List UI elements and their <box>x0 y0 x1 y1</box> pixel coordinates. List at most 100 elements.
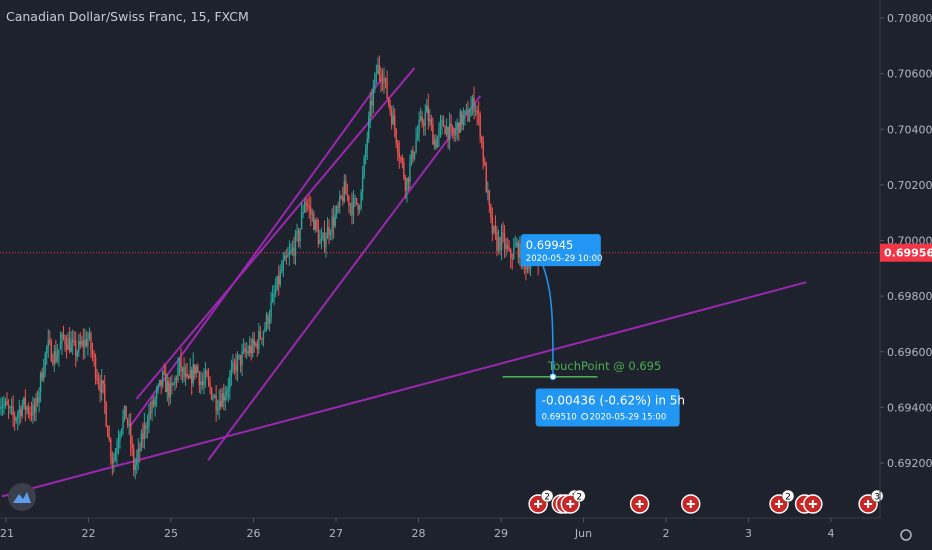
price-label: 0.70800 <box>887 12 932 25</box>
candle-body <box>136 457 138 465</box>
candle-body <box>108 437 110 440</box>
time-label: 25 <box>164 527 178 540</box>
candle-body <box>146 426 149 429</box>
candle-body <box>35 397 37 413</box>
candle-body <box>308 205 310 208</box>
candle-body <box>357 203 359 210</box>
candle-body <box>206 370 208 377</box>
candle-body <box>322 232 324 240</box>
time-label: Jun <box>574 527 592 540</box>
candle-body <box>398 152 400 158</box>
candle-body <box>487 190 489 193</box>
candle-body <box>41 372 43 380</box>
candle-body <box>274 289 277 294</box>
candle-body <box>400 157 402 159</box>
candle-body <box>242 348 245 352</box>
price-label: 0.69600 <box>887 346 932 359</box>
candle-body <box>189 370 191 379</box>
candle-body <box>296 230 298 234</box>
candle-body <box>111 457 114 464</box>
candle-body <box>517 242 520 258</box>
projection-target-price: 0.69510 <box>542 412 577 422</box>
candle-body <box>438 128 440 137</box>
candle-body <box>386 79 388 99</box>
channel-lower <box>207 95 482 461</box>
event-marker <box>803 494 823 514</box>
candle-body <box>360 192 362 208</box>
candle-body <box>259 331 262 339</box>
candle-body <box>249 345 251 354</box>
candle-body <box>480 136 483 142</box>
candle-body <box>226 391 228 397</box>
candle-body <box>70 342 72 353</box>
logo-icon[interactable] <box>8 483 36 511</box>
candle-body <box>419 116 422 120</box>
candle-body <box>313 213 315 231</box>
candle-body <box>351 204 353 216</box>
candle-body <box>33 404 36 413</box>
candle-body <box>299 228 301 242</box>
candle-body <box>433 140 436 145</box>
candle-body <box>88 333 91 339</box>
candles-layer <box>0 55 539 480</box>
candle-body <box>430 119 433 125</box>
candle-body <box>143 424 146 440</box>
candle-body <box>349 204 352 206</box>
candle-body <box>477 113 480 115</box>
candle-body <box>375 74 378 76</box>
candle-body <box>474 110 477 112</box>
candle-body <box>422 124 425 126</box>
candle-body <box>200 381 202 386</box>
candle-body <box>166 381 168 393</box>
candle-body <box>252 339 254 354</box>
candle-body <box>390 110 393 125</box>
event-marker <box>629 494 650 514</box>
candle-body <box>119 433 121 442</box>
candle-body <box>30 412 33 416</box>
candle-body <box>4 400 7 405</box>
candle-body <box>372 87 375 106</box>
candle-body <box>212 397 214 400</box>
candle-body <box>378 64 381 75</box>
event-marker: 2 <box>528 489 554 514</box>
candle-body <box>210 387 213 400</box>
candle-body <box>514 245 516 248</box>
candle-body <box>279 271 281 285</box>
time-label: 21 <box>0 527 14 540</box>
candle-body <box>160 379 162 386</box>
candle-body <box>105 402 107 427</box>
candle-body <box>191 370 193 384</box>
candle-body <box>311 213 313 215</box>
candle-body <box>15 418 17 421</box>
candle-body <box>314 219 317 231</box>
candle-body <box>129 423 132 444</box>
candle-body <box>458 122 460 133</box>
candle-body <box>44 353 46 372</box>
candle-body <box>152 400 155 406</box>
candle-body <box>261 338 263 340</box>
candle-body <box>238 354 240 357</box>
candle-body <box>418 119 420 133</box>
candle-body <box>154 398 156 406</box>
chart-title: Canadian Dollar/Swiss Franc, 15, FXCM <box>6 9 249 24</box>
candle-body <box>10 406 13 408</box>
candle-body <box>497 237 500 251</box>
last-price-value: 0.69956 <box>884 247 932 260</box>
candle-body <box>207 376 210 382</box>
candle-body <box>268 317 271 325</box>
candle-body <box>381 80 384 83</box>
candle-body <box>365 149 367 158</box>
candle-body <box>172 383 175 386</box>
candle-body <box>519 243 521 258</box>
candle-body <box>168 381 170 398</box>
candle-body <box>255 343 257 345</box>
candle-body <box>496 232 498 251</box>
candle-body <box>421 116 423 125</box>
time-label: 22 <box>82 527 96 540</box>
candle-body <box>169 383 172 398</box>
candle-body <box>297 230 300 242</box>
candle-body <box>426 105 428 113</box>
